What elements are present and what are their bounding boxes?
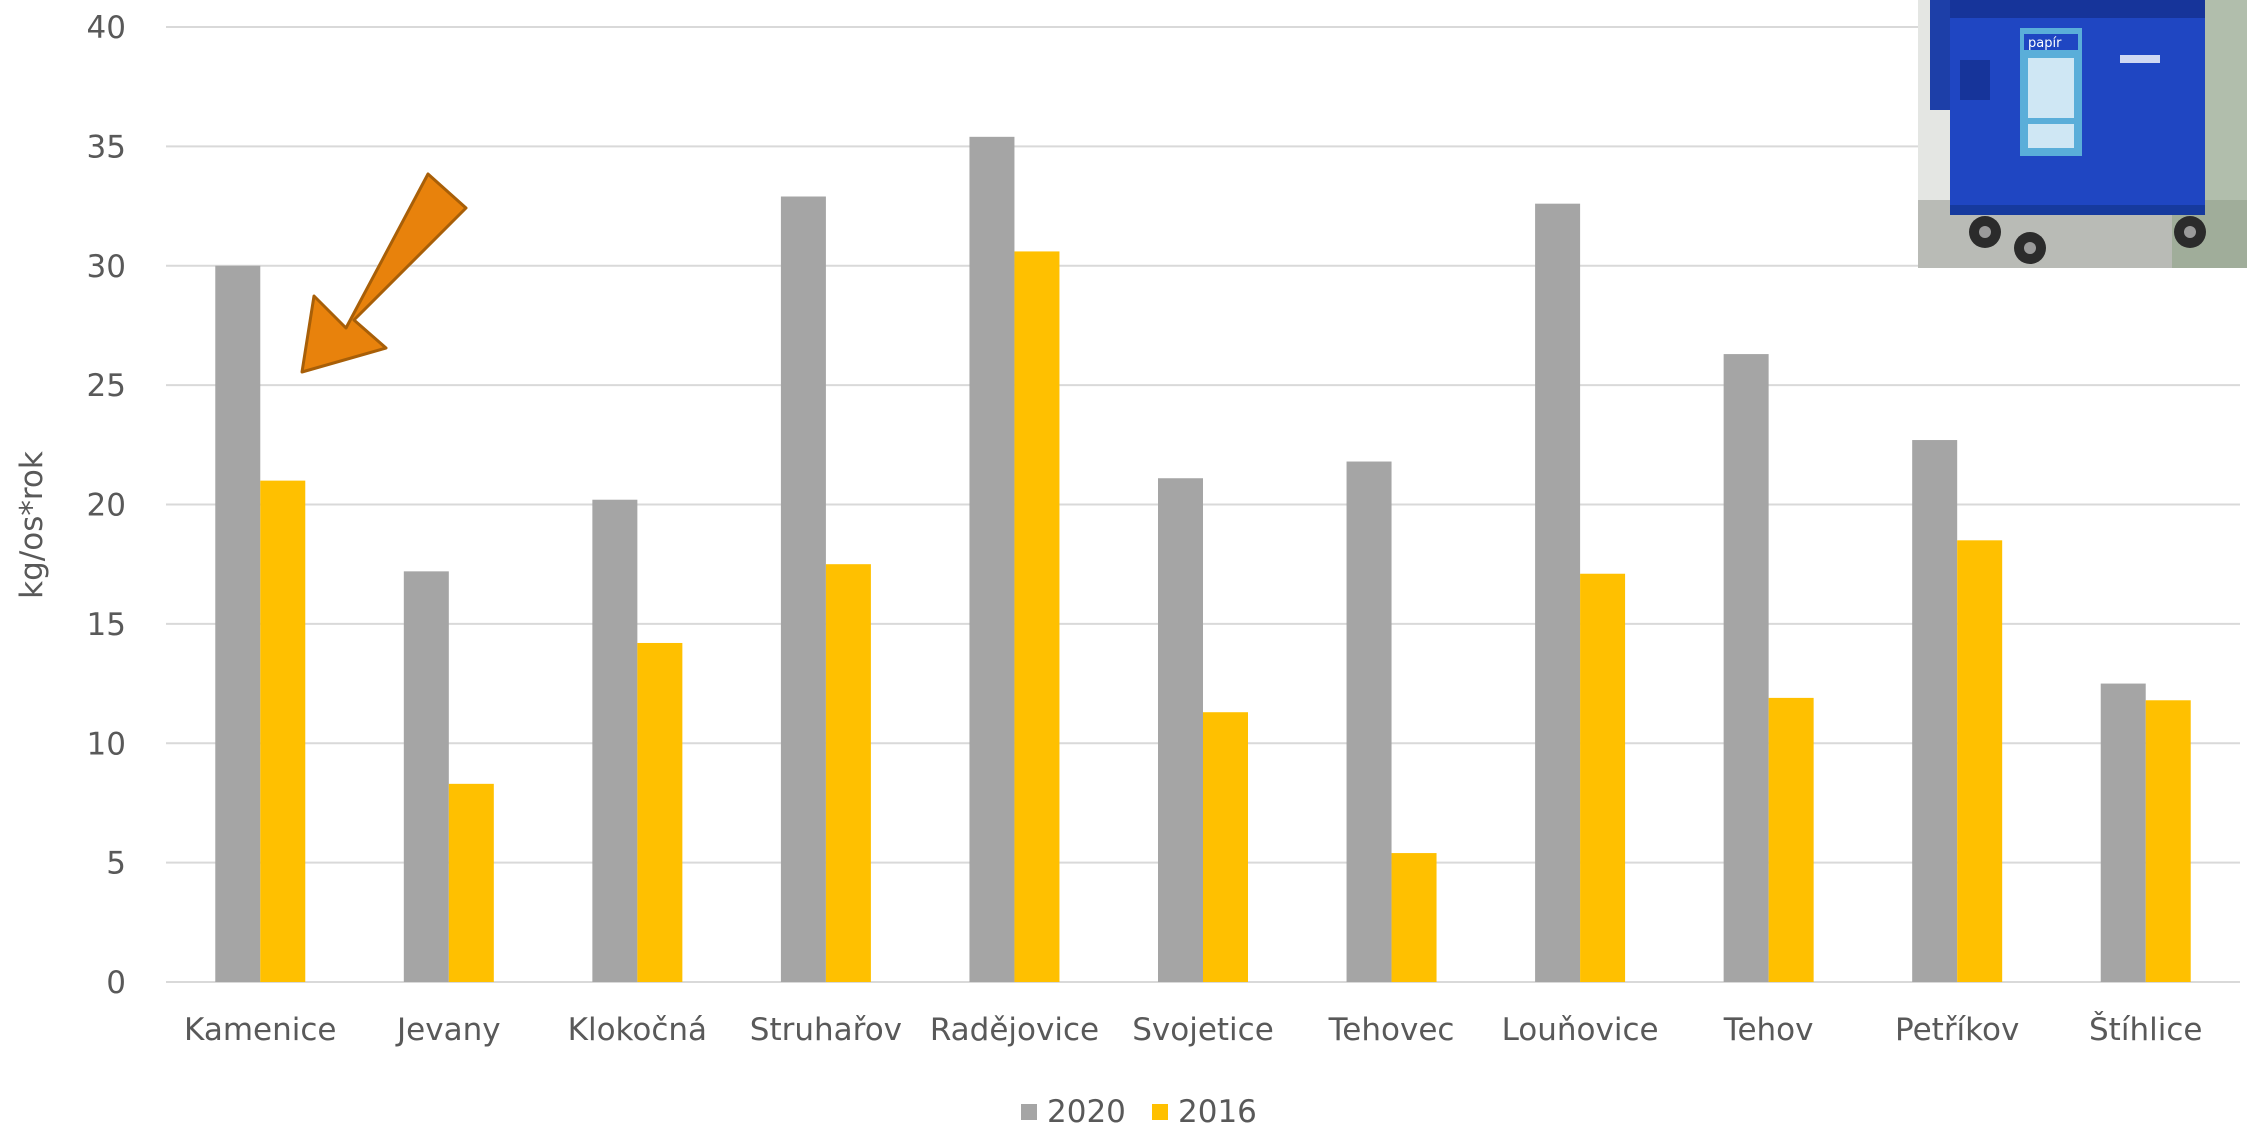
bar-2020-6 [1346, 461, 1392, 982]
x-tick-label: Louňovice [1502, 1012, 1659, 1048]
bar-2020-9 [1912, 440, 1958, 983]
bar-2020-2 [592, 499, 638, 982]
bar-2016-6 [1391, 853, 1437, 982]
legend-label-2020: 2020 [1047, 1094, 1126, 1129]
bar-2016-9 [1957, 540, 2003, 982]
bar-2020-0 [215, 265, 261, 982]
x-tick-label: Klokočná [568, 1012, 707, 1048]
blue-paper-recycling-container-icon: papír [1918, 0, 2247, 268]
bar-2016-3 [825, 564, 871, 982]
legend: 2020 2016 [1021, 1094, 1257, 1129]
bars [215, 136, 2191, 983]
y-tick-label: 35 [87, 129, 126, 165]
bar-2016-7 [1580, 573, 1626, 982]
bar-2020-10 [2100, 683, 2146, 982]
bar-2020-7 [1535, 203, 1581, 983]
y-tick-label: 15 [87, 607, 126, 643]
y-axis-title: kg/os*rok [14, 451, 50, 599]
bar-2016-0 [260, 480, 306, 982]
y-tick-label: 30 [87, 249, 126, 285]
x-tick-label: Struhařov [750, 1012, 902, 1048]
y-tick-label: 10 [87, 726, 126, 762]
x-tick-label: Kamenice [184, 1012, 336, 1048]
legend-label-2016: 2016 [1178, 1094, 1257, 1129]
x-tick-label: Svojetice [1132, 1012, 1274, 1048]
x-axis-ticks: Kamenice Jevany Klokočná Struhařov Radějovic… [184, 1011, 2202, 1048]
arrow-icon [300, 172, 468, 374]
bar-2016-2 [637, 642, 683, 982]
bar-2020-3 [780, 196, 826, 982]
legend-swatch-2016 [1152, 1104, 1168, 1120]
bar-2016-1 [448, 783, 494, 982]
y-tick-label: 0 [106, 965, 126, 1001]
y-tick-label: 5 [106, 846, 126, 882]
bar-2020-1 [403, 571, 449, 982]
legend-swatch-2020 [1021, 1104, 1037, 1120]
x-tick-label: Štíhlice [2089, 1011, 2202, 1048]
y-axis-ticks: 0 5 10 15 20 25 30 35 40 [87, 10, 126, 1001]
bar-2016-8 [1768, 697, 1814, 982]
y-tick-label: 25 [87, 368, 126, 404]
x-tick-label: Jevany [395, 1012, 501, 1048]
bar-2020-5 [1158, 478, 1203, 982]
bar-2016-5 [1203, 712, 1248, 982]
y-tick-label: 20 [87, 488, 126, 524]
bar-2020-4 [969, 136, 1015, 982]
bar-2016-4 [1014, 251, 1060, 983]
bar-2016-10 [2145, 700, 2191, 982]
x-tick-label: Radějovice [930, 1012, 1099, 1048]
x-tick-label: Petříkov [1895, 1012, 2019, 1048]
bar-2020-8 [1723, 354, 1769, 982]
svg-text:papír: papír [2028, 36, 2062, 51]
y-tick-label: 40 [87, 10, 126, 46]
x-tick-label: Tehov [1723, 1012, 1814, 1048]
x-tick-label: Tehovec [1328, 1012, 1455, 1048]
